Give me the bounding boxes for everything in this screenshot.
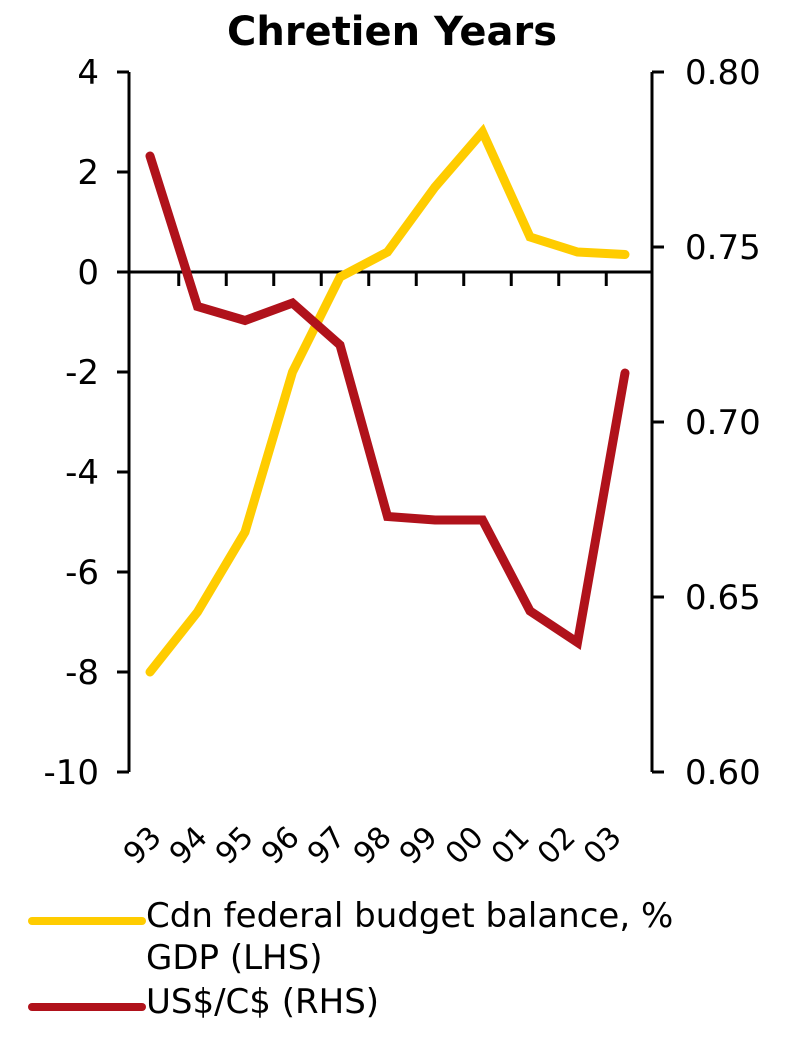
series-layer [145,123,630,677]
x-tick-label: 98 [347,820,399,872]
legend-label-budget-balance: Cdn federal budget balance, % GDP (LHS) [146,896,674,978]
legend-swatch-exchange-rate [28,1003,146,1011]
axes: 4 2 0 -2 -4 -6 -8 -10 0.80 0.75 0.70 0.65 0.60 939495… [43,53,760,872]
left-tick-label: 2 [77,153,99,193]
left-tick-label: -8 [65,653,99,693]
series-line-budget-balance [145,123,630,677]
x-tick-label: 95 [209,820,261,872]
right-tick-label: 0.65 [685,578,761,618]
legend-item-exchange-rate: US$/C$ (RHS) [28,981,756,1023]
right-tick-label: 0.60 [685,753,761,793]
legend-label-exchange-rate: US$/C$ (RHS) [146,982,380,1022]
x-tick-label: 96 [255,820,307,872]
left-tick-label: -6 [65,553,99,593]
left-tick-label: -4 [65,453,99,493]
right-tick-label: 0.80 [685,53,761,93]
left-tick-label: 4 [77,53,99,93]
right-tick-label: 0.70 [685,403,761,443]
x-tick-label: 99 [393,820,445,872]
x-tick-label: 02 [531,820,583,872]
x-tick-label: 93 [117,820,169,872]
left-tick-label: 0 [77,253,99,293]
x-tick-label: 97 [301,820,353,872]
line-chart: Chretien Years 4 2 0 -2 -4 -6 -8 -10 0.80 0.75 0.7… [43,9,760,872]
legend: Cdn federal budget balance, % GDP (LHS) … [28,895,756,1023]
left-tick-label: -2 [65,353,99,393]
chart-title: Chretien Years [227,9,557,55]
left-tick-label: -10 [43,753,99,793]
right-tick-label: 0.75 [685,228,761,268]
x-tick-label: 94 [163,820,215,872]
x-tick-label: 03 [577,820,629,872]
x-tick-label: 01 [485,820,537,872]
legend-item-budget-balance: Cdn federal budget balance, % GDP (LHS) [28,895,756,979]
legend-swatch-budget-balance [28,917,146,925]
x-tick-label: 00 [439,820,491,872]
